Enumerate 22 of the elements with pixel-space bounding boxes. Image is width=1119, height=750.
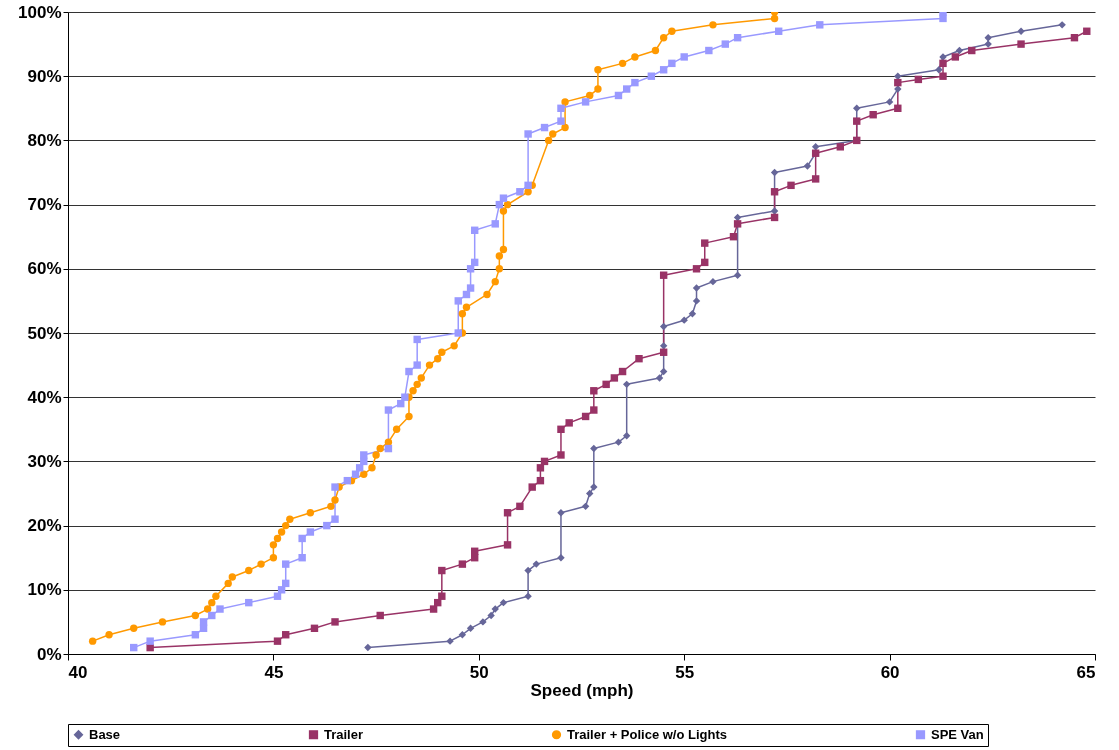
y-tick-label: 20% xyxy=(27,516,62,536)
legend-label: Trailer + Police w/o Lights xyxy=(567,726,728,742)
legend-label: Trailer xyxy=(324,726,364,742)
legend-label: Base xyxy=(89,726,121,742)
x-tick-label: 45 xyxy=(264,662,284,682)
x-tick-label: 40 xyxy=(68,662,88,682)
y-tick-label: 50% xyxy=(27,323,62,343)
y-tick-label: 0% xyxy=(36,644,62,664)
y-tick-label: 40% xyxy=(27,387,62,407)
x-tick-label: 60 xyxy=(880,662,900,682)
x-tick-label: 50 xyxy=(469,662,489,682)
x-tick-label: 65 xyxy=(1076,662,1096,682)
x-axis-title: Speed (mph) xyxy=(530,680,634,700)
y-tick-label: 90% xyxy=(27,66,62,86)
y-tick-label: 70% xyxy=(27,195,62,215)
x-tick-label: 55 xyxy=(675,662,695,682)
y-tick-label: 80% xyxy=(27,130,62,150)
y-tick-label: 100% xyxy=(18,2,62,22)
y-tick-label: 10% xyxy=(27,580,62,600)
y-tick-label: 30% xyxy=(27,451,62,471)
legend-label: SPE Van xyxy=(931,726,984,742)
y-tick-label: 60% xyxy=(27,259,62,279)
